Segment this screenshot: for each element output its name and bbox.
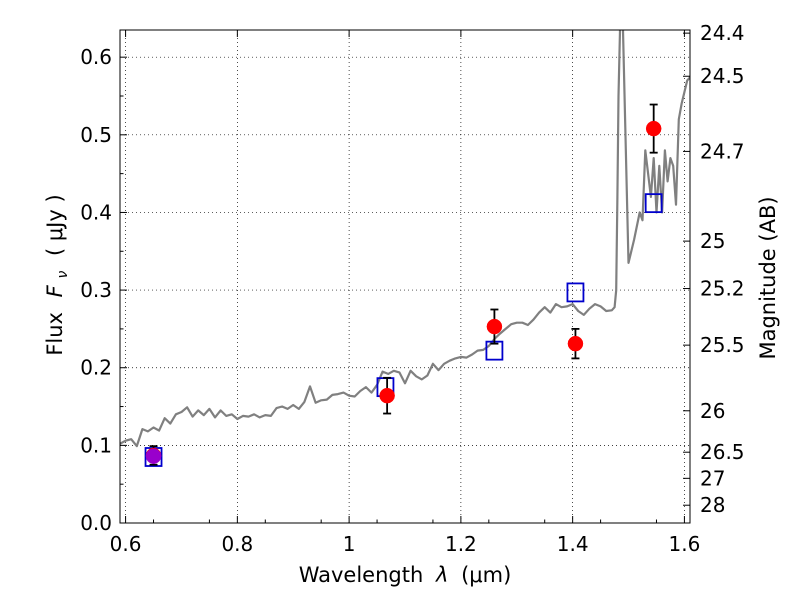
model-flux-square bbox=[566, 282, 585, 303]
line-layer bbox=[120, 30, 690, 448]
y-tick-label: 0.0 bbox=[80, 511, 112, 535]
y2-tick-label: 25.5 bbox=[700, 333, 745, 357]
y2-tick-label: 24.7 bbox=[700, 139, 745, 163]
x-tick-label: 1.4 bbox=[557, 532, 589, 556]
y-axis-label-symbol: F bbox=[43, 284, 67, 297]
y2-tick-label: 25 bbox=[700, 229, 725, 253]
y2-tick-label: 26.5 bbox=[700, 440, 745, 464]
model-flux-square bbox=[644, 193, 663, 214]
y2-axis-label: Magnitude (AB) bbox=[756, 196, 780, 359]
model-spectrum-line bbox=[120, 30, 690, 448]
y2-tick-label: 25.2 bbox=[700, 277, 745, 301]
tick-label-layer: 0.6 0.8 1 1.2 1.4 1.6 0.0 0.1 0.2 0.3 0.4 0.5 0.6 24.… bbox=[80, 21, 744, 556]
plot-frame bbox=[119, 29, 691, 524]
observed-flux-point bbox=[567, 335, 584, 352]
y-tick-label: 0.3 bbox=[80, 278, 112, 302]
y-tick-label: 0.5 bbox=[80, 123, 112, 147]
x-tick-label: 1.2 bbox=[445, 532, 477, 556]
tick-layer bbox=[120, 30, 690, 524]
y-axis-label-text: Flux bbox=[43, 312, 67, 356]
x-axis-label-text: Wavelength bbox=[299, 563, 424, 587]
x-axis-label: Wavelength λ (μm) bbox=[299, 563, 512, 587]
y-tick-label: 0.2 bbox=[80, 356, 112, 380]
x-tick-label: 1 bbox=[343, 532, 356, 556]
y-axis-label: Flux F ν ( μJy ) bbox=[43, 194, 72, 355]
y2-tick-label: 24.5 bbox=[700, 64, 745, 88]
x-tick-label: 1.6 bbox=[669, 532, 701, 556]
observed-flux-point bbox=[145, 448, 162, 464]
x-axis-label-symbol: λ bbox=[435, 563, 448, 587]
x-axis-label-unit: (μm) bbox=[461, 563, 511, 587]
x-tick-label: 0.6 bbox=[110, 532, 142, 556]
y2-tick-label: 27 bbox=[700, 466, 725, 490]
marker-layer bbox=[144, 103, 663, 467]
y-tick-label: 0.4 bbox=[80, 200, 112, 224]
observed-flux-point bbox=[379, 387, 395, 404]
y2-tick-label: 28 bbox=[700, 493, 725, 517]
y-axis-label-unit: ( μJy ) bbox=[43, 194, 67, 256]
y-axis-label-sub: ν bbox=[55, 271, 71, 279]
y-tick-label: 0.1 bbox=[80, 433, 112, 457]
observed-flux-point bbox=[645, 120, 662, 137]
x-tick-label: 0.8 bbox=[221, 532, 253, 556]
observed-flux-point bbox=[486, 318, 503, 335]
y-tick-label: 0.6 bbox=[80, 45, 112, 69]
y2-tick-label: 26 bbox=[700, 399, 725, 423]
y2-tick-label: 24.4 bbox=[700, 21, 745, 45]
grid-layer bbox=[120, 30, 690, 523]
